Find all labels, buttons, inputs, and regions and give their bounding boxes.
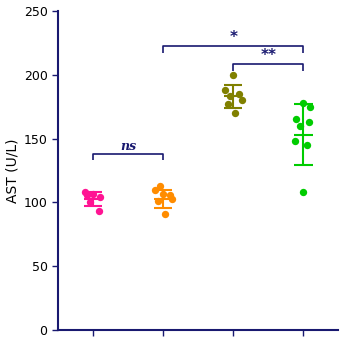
Point: [308, 104, 313, 109]
Point: [90, 191, 96, 196]
Point: [230, 72, 236, 77]
Point: [97, 195, 103, 200]
Point: [152, 187, 158, 192]
Point: [96, 209, 101, 214]
Point: [162, 211, 167, 217]
Point: [225, 101, 230, 107]
Text: **: **: [260, 48, 276, 63]
Point: [292, 138, 298, 144]
Point: [157, 183, 162, 189]
Text: ns: ns: [120, 140, 136, 153]
Point: [236, 91, 241, 96]
Y-axis label: AST (U/L): AST (U/L): [6, 138, 20, 203]
Point: [82, 190, 87, 195]
Point: [304, 142, 310, 148]
Point: [227, 94, 233, 99]
Point: [294, 117, 299, 122]
Point: [233, 110, 238, 116]
Point: [87, 200, 92, 205]
Point: [168, 192, 173, 197]
Text: *: *: [229, 30, 237, 45]
Point: [306, 119, 312, 125]
Point: [160, 191, 166, 196]
Point: [301, 190, 306, 195]
Point: [301, 100, 306, 105]
Point: [170, 196, 175, 201]
Point: [155, 198, 160, 204]
Point: [239, 97, 245, 103]
Point: [222, 87, 228, 93]
Point: [297, 123, 303, 128]
Point: [85, 192, 90, 197]
